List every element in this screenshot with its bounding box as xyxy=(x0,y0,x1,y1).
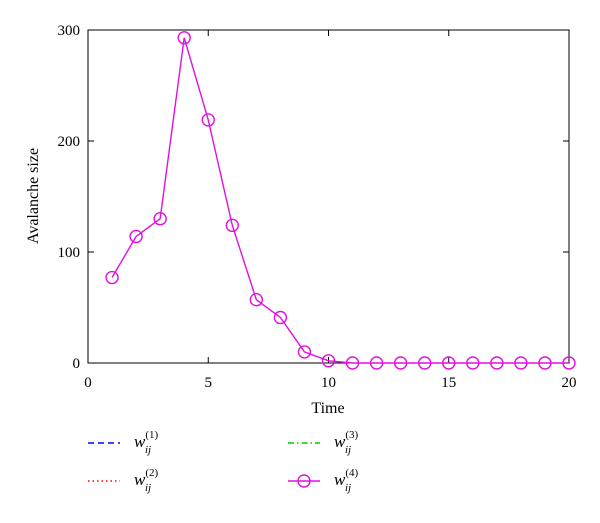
data-point-marker xyxy=(153,211,167,226)
legend-label-2: w(2) ij xyxy=(134,467,159,494)
y-axis-label: Avalanche size xyxy=(25,148,42,244)
data-point-marker xyxy=(369,356,384,370)
y-tick-label: 0 xyxy=(73,356,81,372)
x-tick-label: 10 xyxy=(321,375,336,391)
data-point-marker xyxy=(442,356,456,370)
x-tick-label: 15 xyxy=(441,375,456,391)
legend-label-1: w(1) ij xyxy=(134,429,159,456)
legend-label-3: w(3) ij xyxy=(334,429,359,456)
data-point-marker xyxy=(562,356,576,370)
x-tick-label: 0 xyxy=(84,375,92,391)
data-point-marker xyxy=(418,356,432,370)
data-point-marker xyxy=(345,356,360,370)
data-point-marker xyxy=(129,229,143,244)
data-point-marker xyxy=(201,113,215,127)
data-point-marker xyxy=(466,356,480,370)
legend: w(1) ij w(2) ij w(3) ij w(4) ij xyxy=(88,429,359,494)
y-tick-label: 300 xyxy=(58,23,81,39)
x-tick-label: 5 xyxy=(205,375,213,391)
y-tick-label: 100 xyxy=(58,245,81,261)
data-point-marker xyxy=(538,356,552,370)
data-point-marker xyxy=(273,310,288,325)
data-point-marker xyxy=(514,356,528,370)
plot-area-frame xyxy=(87,29,570,364)
data-point-marker xyxy=(249,293,264,307)
series-layer xyxy=(105,31,576,370)
legend-marker-4 xyxy=(297,474,311,488)
data-point-marker xyxy=(177,31,191,45)
data-point-marker xyxy=(490,356,504,370)
data-point-marker xyxy=(393,356,408,370)
series-line-4 xyxy=(111,37,569,364)
data-point-marker xyxy=(297,345,312,359)
x-tick-label: 20 xyxy=(562,375,577,391)
data-point-marker xyxy=(321,354,336,368)
y-tick-label: 200 xyxy=(58,134,81,150)
data-point-marker xyxy=(225,218,240,233)
legend-label-4: w(4) ij xyxy=(334,467,359,494)
x-axis-label: Time xyxy=(311,400,344,417)
data-point-marker xyxy=(105,270,119,285)
